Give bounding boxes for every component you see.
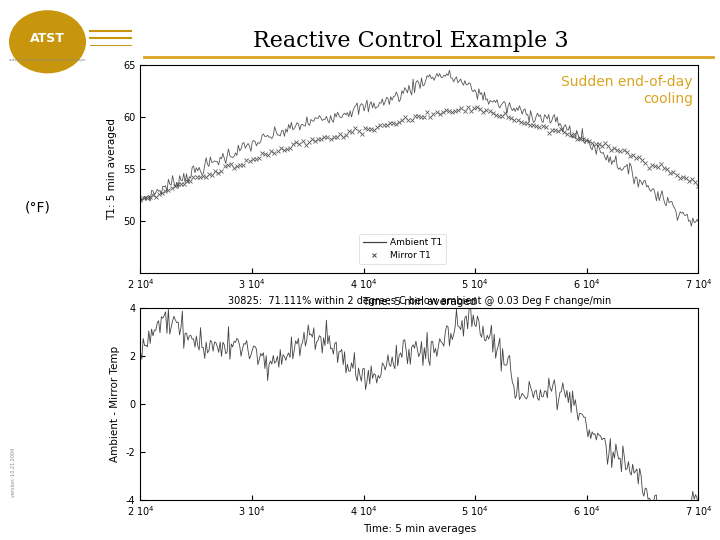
Y-axis label: T1: 5 min averaged: T1: 5 min averaged — [107, 118, 117, 220]
Text: advanced technology solar telescope: advanced technology solar telescope — [9, 58, 86, 62]
Ellipse shape — [9, 11, 85, 73]
Legend: Ambient T1, Mirror T1: Ambient T1, Mirror T1 — [359, 234, 446, 264]
Text: (°F): (°F) — [25, 201, 51, 215]
Y-axis label: Ambient - Mirror Temp: Ambient - Mirror Temp — [110, 346, 120, 462]
Text: Sudden end-of-day
cooling: Sudden end-of-day cooling — [562, 75, 693, 106]
Text: version: 10.21.2004: version: 10.21.2004 — [11, 448, 16, 497]
Text: ATST: ATST — [30, 32, 65, 45]
X-axis label: Time: 5 min averaged: Time: 5 min averaged — [362, 297, 477, 307]
Title: 30825:  71.111% within 2 degrees C below ambient @ 0.03 Deg F change/min: 30825: 71.111% within 2 degrees C below … — [228, 295, 611, 306]
X-axis label: Time: 5 min averages: Time: 5 min averages — [363, 524, 476, 534]
Text: Reactive Control Example 3: Reactive Control Example 3 — [253, 30, 568, 52]
